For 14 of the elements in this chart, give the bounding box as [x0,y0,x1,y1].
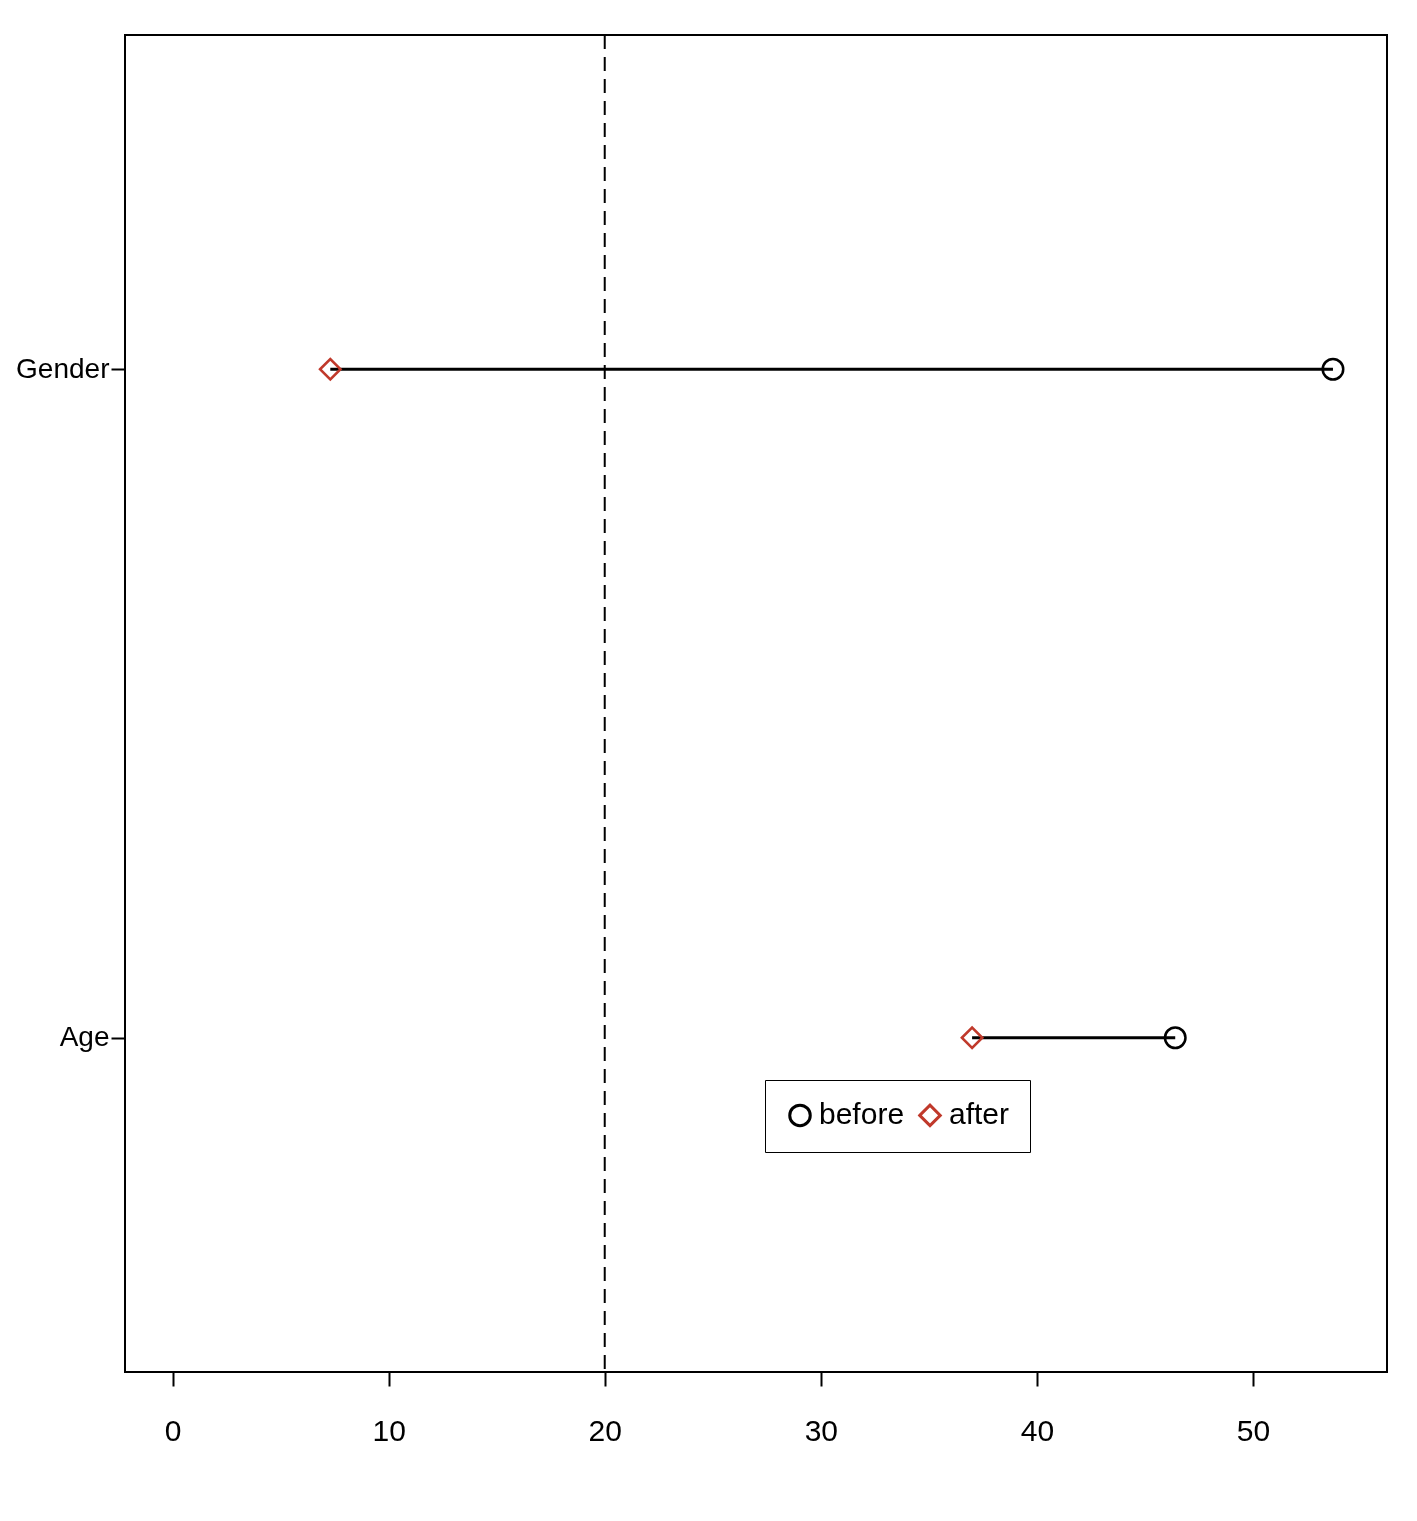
y-tick-label: Age [59,1021,110,1053]
point [1321,357,1345,381]
point [318,357,342,381]
x-tick-label: 30 [804,1413,839,1447]
point [1163,1026,1187,1050]
x-tick-label: 20 [588,1413,622,1447]
y-tick-label: Gender [16,352,110,384]
x-tick-label: 40 [1020,1413,1055,1447]
legend-label: before [819,1097,905,1131]
x-tick-label: 0 [164,1413,182,1447]
point [960,1026,984,1050]
legend-label: after [949,1097,1010,1131]
x-tick-label: 50 [1236,1413,1271,1447]
x-tick-label: 10 [372,1413,406,1447]
